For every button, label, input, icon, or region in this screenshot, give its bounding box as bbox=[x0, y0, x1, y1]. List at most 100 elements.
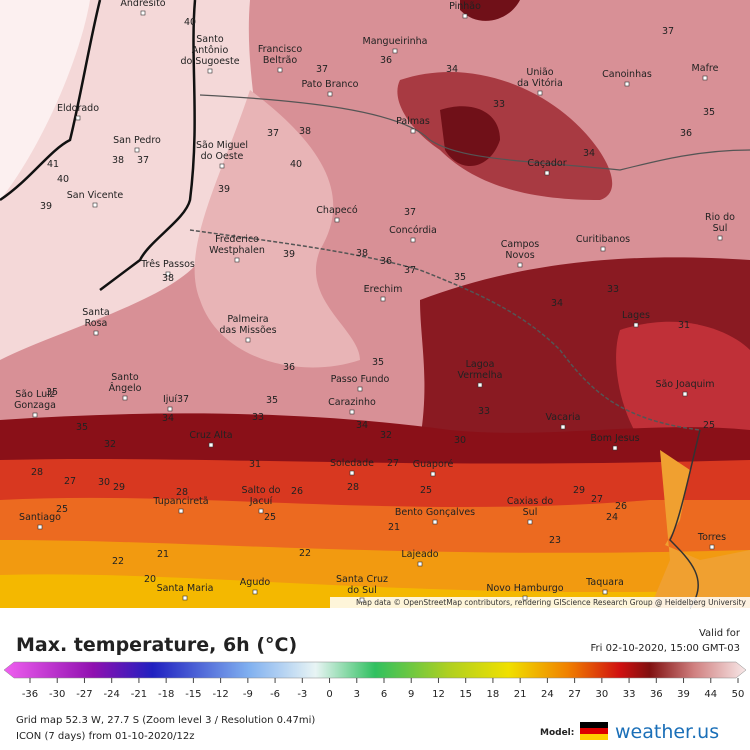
city-marker bbox=[277, 67, 283, 73]
temperature-label: 36 bbox=[380, 55, 392, 66]
temperature-label: 28 bbox=[31, 467, 43, 478]
city-marker bbox=[165, 271, 171, 277]
temperature-label: 35 bbox=[454, 272, 466, 283]
city-label: Rosa bbox=[85, 318, 108, 329]
city-marker bbox=[430, 471, 436, 477]
colorbar-tick-label: -30 bbox=[49, 689, 65, 700]
city-label: Palmas bbox=[396, 116, 430, 127]
colorbar-tick-label: -9 bbox=[243, 689, 253, 700]
temperature-label: 25 bbox=[703, 420, 715, 431]
city-label: Lages bbox=[622, 310, 650, 321]
temperature-label: 21 bbox=[157, 549, 169, 560]
city-label: da Vitória bbox=[517, 78, 563, 89]
city-marker bbox=[122, 395, 128, 401]
city-marker bbox=[92, 202, 98, 208]
city-marker bbox=[624, 81, 630, 87]
colorbar-tick-label: -15 bbox=[185, 689, 201, 700]
temperature-label: 36 bbox=[283, 362, 295, 373]
temperature-label: 38 bbox=[356, 248, 368, 259]
city-label: Santa bbox=[82, 307, 109, 318]
temperature-label: 37 bbox=[404, 207, 416, 218]
temperature-label: 20 bbox=[144, 574, 156, 585]
city-label: Taquara bbox=[585, 577, 624, 588]
city-marker bbox=[140, 10, 146, 16]
city-label: Andresito bbox=[120, 0, 165, 9]
temperature-label: 28 bbox=[176, 487, 188, 498]
temperature-label: 39 bbox=[40, 201, 52, 212]
city-label: Chapecó bbox=[316, 205, 358, 216]
city-marker bbox=[234, 257, 240, 263]
city-marker bbox=[612, 445, 618, 451]
city-marker bbox=[380, 296, 386, 302]
colorbar bbox=[3, 661, 747, 679]
colorbar-tick-label: 24 bbox=[541, 689, 554, 700]
temperature-label: 25 bbox=[420, 485, 432, 496]
temperature-label: 27 bbox=[387, 458, 399, 469]
city-marker bbox=[252, 589, 258, 595]
city-label: Ijuí bbox=[163, 394, 177, 405]
temperature-label: 40 bbox=[57, 174, 69, 185]
city-label: São Luiz bbox=[15, 389, 54, 400]
city-label: das Missões bbox=[219, 325, 276, 336]
temperature-label: 25 bbox=[264, 512, 276, 523]
grid-info: Grid map 52.3 W, 27.7 S (Zoom level 3 / … bbox=[16, 715, 315, 726]
city-label: Antônio bbox=[192, 45, 229, 56]
temperature-label: 40 bbox=[184, 17, 196, 28]
colorbar-tick-label: 12 bbox=[432, 689, 445, 700]
city-marker bbox=[334, 217, 340, 223]
city-label: Gonzaga bbox=[14, 400, 56, 411]
city-marker bbox=[462, 13, 468, 19]
colorbar-tick-label: 9 bbox=[408, 689, 414, 700]
city-label: Passo Fundo bbox=[331, 374, 390, 385]
city-marker bbox=[75, 115, 81, 121]
model-run: ICON (7 days) from 01-10-2020/12z bbox=[16, 731, 195, 742]
city-label: Eldorado bbox=[57, 103, 99, 114]
colorbar-tick-label: -18 bbox=[158, 689, 174, 700]
city-marker bbox=[702, 75, 708, 81]
city-marker bbox=[432, 519, 438, 525]
city-label: São Joaquim bbox=[655, 379, 714, 390]
colorbar-tick-label: 30 bbox=[595, 689, 608, 700]
city-marker bbox=[258, 508, 264, 514]
colorbar-tick-label: 18 bbox=[487, 689, 500, 700]
city-label: Beltrão bbox=[263, 55, 297, 66]
city-marker bbox=[182, 595, 188, 601]
temperature-label: 22 bbox=[112, 556, 124, 567]
valid-time: Fri 02-10-2020, 15:00 GMT-03 bbox=[591, 643, 740, 654]
city-label: Campos bbox=[501, 239, 540, 250]
flag bbox=[580, 722, 608, 728]
city-label: Canoinhas bbox=[602, 69, 652, 80]
valid-label: Valid for bbox=[699, 628, 741, 639]
temperature-label: 30 bbox=[454, 435, 466, 446]
city-label: Mangueirinha bbox=[363, 36, 428, 47]
temperature-label: 37 bbox=[662, 26, 674, 37]
temperature-label: 32 bbox=[380, 430, 392, 441]
legend: Max. temperature, 6h (°C) Valid for Fri … bbox=[3, 628, 747, 700]
city-marker bbox=[349, 409, 355, 415]
city-label: Westphalen bbox=[209, 245, 265, 256]
temperature-label: 37 bbox=[267, 128, 279, 139]
city-label: Carazinho bbox=[328, 397, 376, 408]
colorbar-tick-label: 36 bbox=[650, 689, 663, 700]
city-label: Vermelha bbox=[458, 370, 503, 381]
temperature-label: 28 bbox=[347, 482, 359, 493]
city-label: do Oeste bbox=[201, 151, 244, 162]
city-marker bbox=[207, 68, 213, 74]
temperature-label: 37 bbox=[177, 394, 189, 405]
city-marker bbox=[219, 163, 225, 169]
temperature-label: 33 bbox=[493, 99, 505, 110]
temperature-label: 23 bbox=[549, 535, 561, 546]
temperature-label: 29 bbox=[113, 482, 125, 493]
city-label: Rio do bbox=[705, 212, 735, 223]
temperature-label: 32 bbox=[104, 439, 116, 450]
city-marker bbox=[349, 470, 355, 476]
map: Map data © OpenStreetMap contributors, r… bbox=[0, 0, 750, 609]
model-label: Model: bbox=[540, 728, 574, 738]
temperature-label: 34 bbox=[162, 413, 174, 424]
city-marker bbox=[544, 170, 550, 176]
temperature-label: 27 bbox=[64, 476, 76, 487]
city-label: Santo bbox=[111, 372, 139, 383]
city-label: do Sugoeste bbox=[180, 56, 239, 67]
flag bbox=[580, 734, 608, 740]
